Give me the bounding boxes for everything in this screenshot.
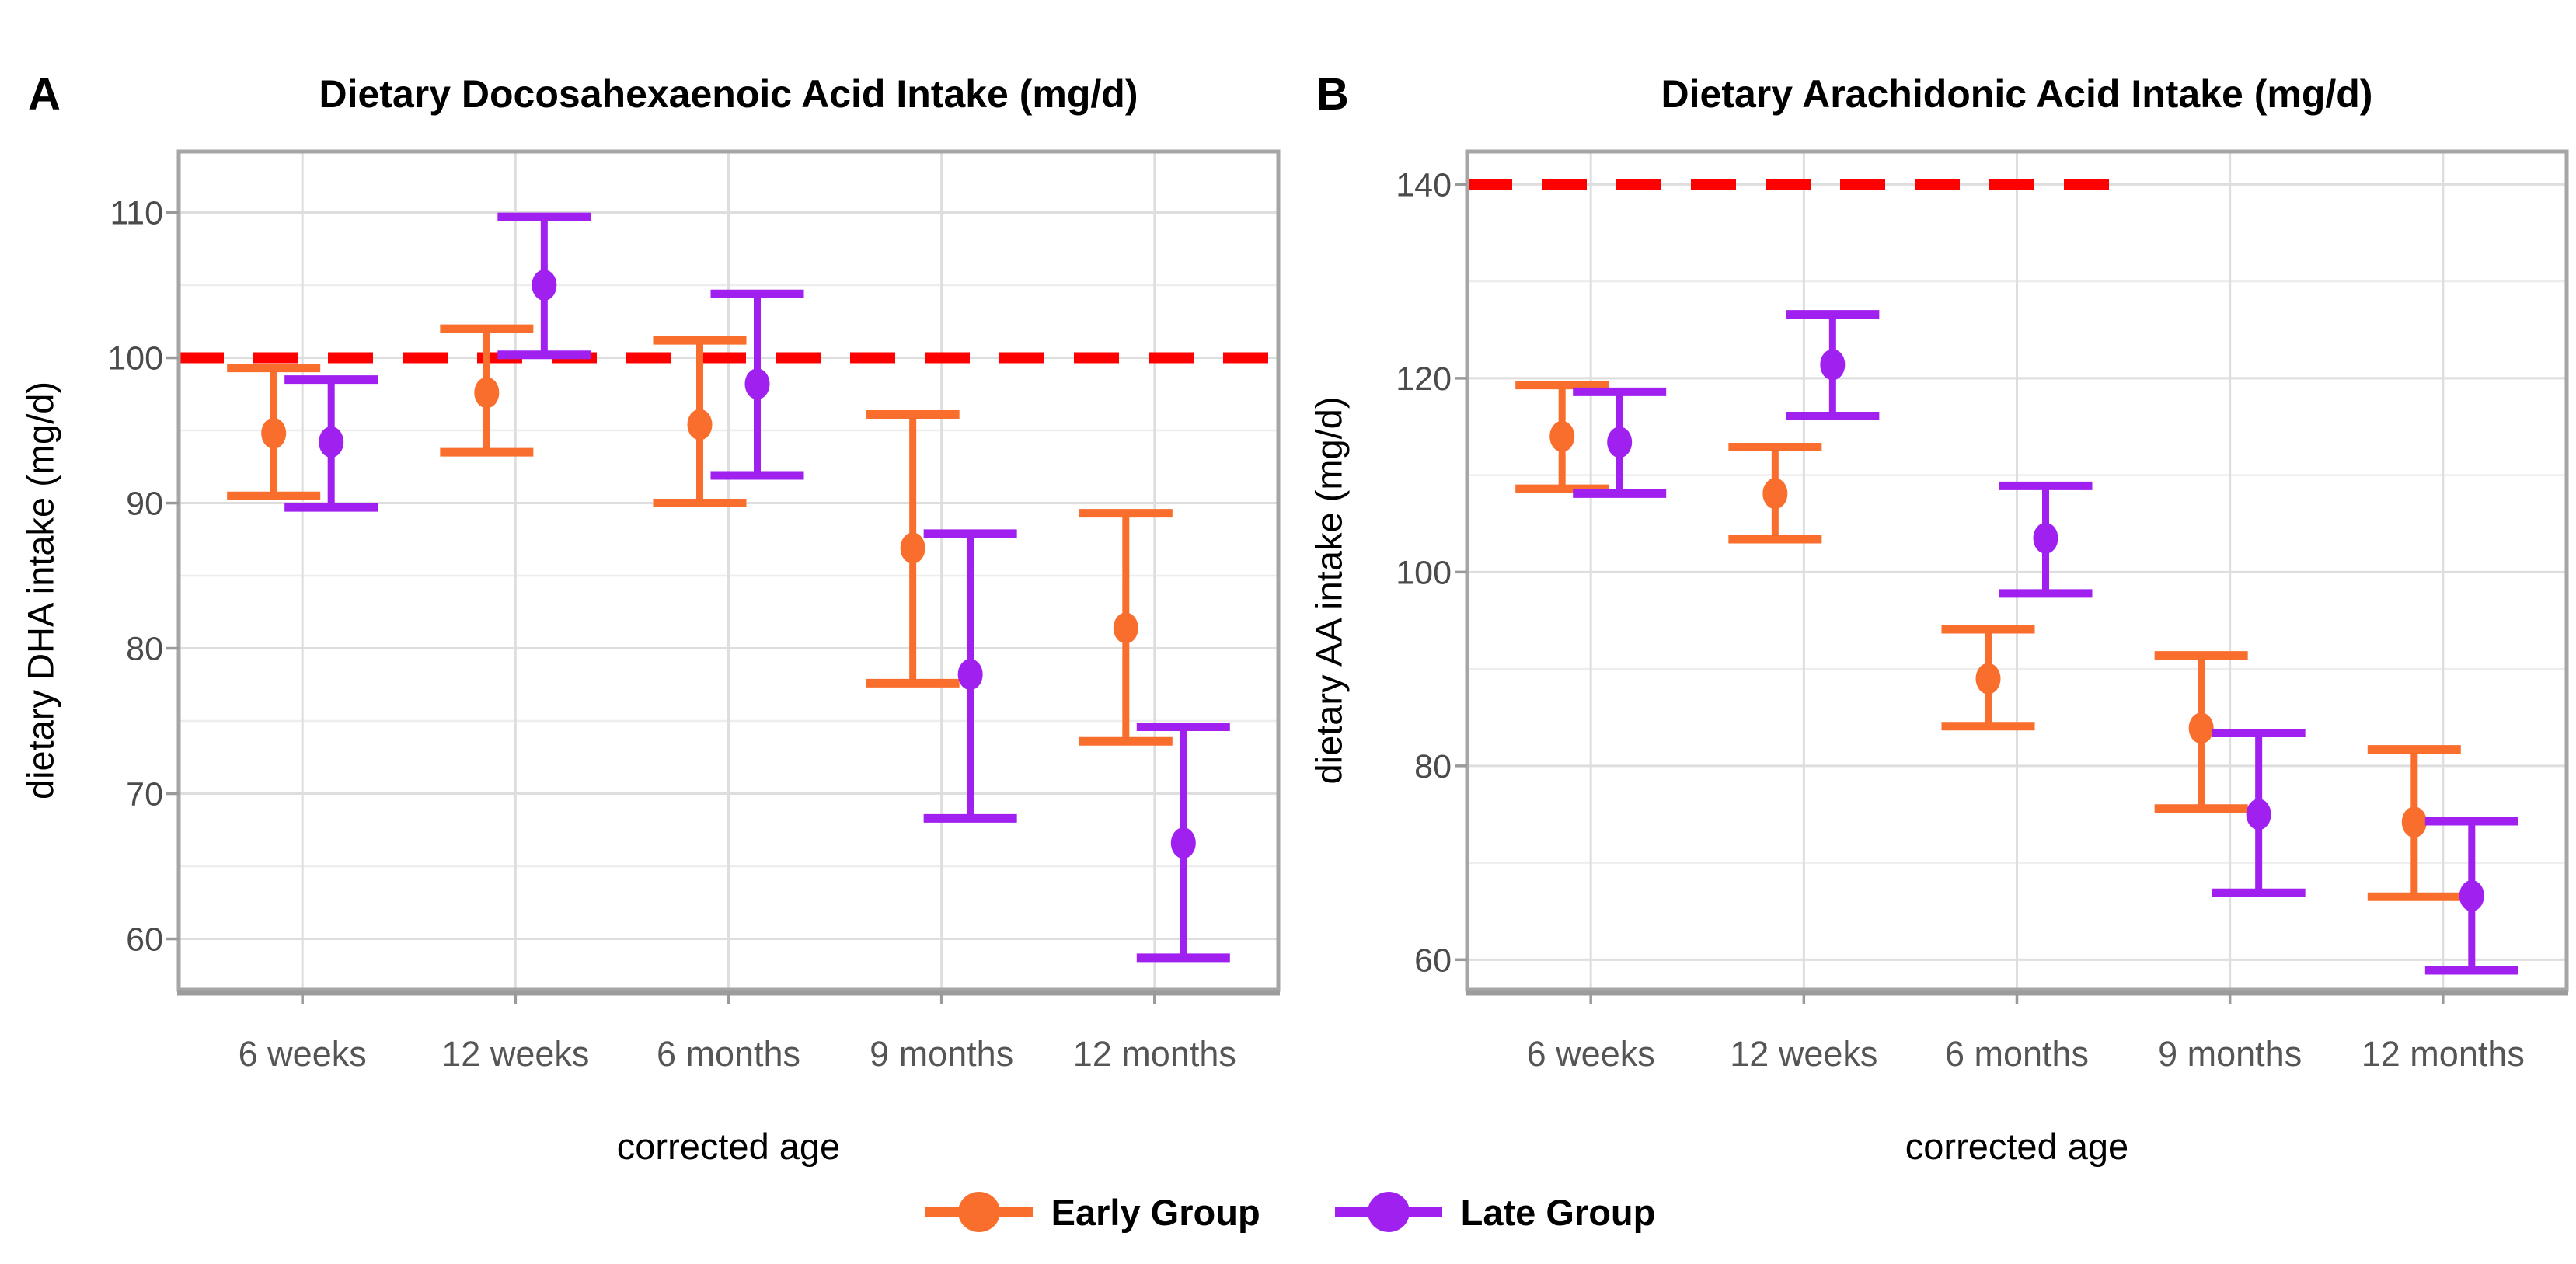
- mean-point-late-group-9-months: [957, 659, 983, 691]
- mean-point-early-group-9-months: [2188, 712, 2214, 744]
- panel-a-plot-area: 60 70 80 90 100 110 6 weeks 12 weeks 6 months 9 m…: [107, 149, 1281, 1074]
- mean-point-early-group-6-months: [1975, 663, 2001, 695]
- legend-item-early-group: Early Group: [921, 1187, 1260, 1237]
- mean-point-early-group-6-weeks: [261, 417, 287, 449]
- mean-point-early-group-9-months: [900, 532, 925, 564]
- mean-point-late-group-12-weeks: [1820, 349, 1846, 381]
- x-tick-label-12-months: 12 months: [2362, 1034, 2525, 1074]
- panel-a-y-axis-title: dietary DHA intake (mg/d): [19, 381, 61, 800]
- x-tick-label-12-months: 12 months: [1073, 1034, 1236, 1074]
- panel-border: [176, 149, 1281, 992]
- x-tick-label-12-weeks: 12 weeks: [1730, 1034, 1877, 1074]
- late-group-marker-dot: [1367, 1192, 1410, 1232]
- legend-item-late-group: Late Group: [1330, 1187, 1656, 1237]
- mean-point-late-group-6-months: [2033, 522, 2058, 554]
- panel-b-plot-area: 60 80 100 120 140 6 weeks 12 weeks 6 months 9 mo…: [1396, 149, 2569, 1074]
- y-tick-label-60: 60: [126, 921, 163, 959]
- y-tick-label-80: 80: [1414, 748, 1452, 785]
- late-group-marker-icon: [1334, 1192, 1442, 1232]
- x-tick-label-6-months: 6 months: [1945, 1034, 2089, 1074]
- y-tick-label-140: 140: [1396, 166, 1452, 204]
- panel-b-y-axis-title: dietary AA intake (mg/d): [1308, 396, 1350, 785]
- y-tick-label-100: 100: [1396, 554, 1452, 591]
- panel-a-x-axis-title: corrected age: [616, 1126, 841, 1167]
- mean-point-early-group-6-weeks: [1549, 420, 1575, 452]
- x-tick-label-6-weeks: 6 weeks: [1527, 1034, 1655, 1074]
- x-tick-label-9-months: 9 months: [870, 1034, 1013, 1074]
- mean-point-early-group-12-months: [2401, 806, 2427, 838]
- panel-b-title: Dietary Arachidonic Acid Intake (mg/d): [1661, 72, 2373, 116]
- mean-point-late-group-12-months: [2459, 880, 2484, 912]
- mean-point-late-group-12-weeks: [532, 270, 557, 301]
- y-tick-label-90: 90: [126, 486, 163, 523]
- early-group-marker-icon: [925, 1192, 1033, 1232]
- x-tick-label-6-months: 6 months: [657, 1034, 800, 1074]
- mean-point-early-group-6-months: [687, 409, 713, 440]
- y-tick-label-100: 100: [107, 340, 163, 378]
- mean-point-late-group-9-months: [2246, 799, 2271, 830]
- mean-point-late-group-6-weeks: [1607, 427, 1633, 458]
- early-group-marker-dot: [957, 1192, 1000, 1232]
- y-tick-label-60: 60: [1414, 942, 1452, 979]
- panel-b-letter: B: [1316, 69, 1349, 120]
- panel-a-letter: A: [28, 69, 61, 120]
- y-tick-label-120: 120: [1396, 360, 1452, 398]
- mean-point-early-group-12-months: [1113, 612, 1138, 644]
- legend-label-late-group: Late Group: [1460, 1191, 1656, 1233]
- y-tick-label-110: 110: [110, 195, 163, 232]
- panel-b: B Dietary Arachidonic Acid Intake (mg/d)…: [1288, 0, 2576, 1264]
- y-tick-label-70: 70: [126, 776, 163, 813]
- x-tick-label-12-weeks: 12 weeks: [441, 1034, 589, 1074]
- x-tick-label-6-weeks: 6 weeks: [239, 1034, 367, 1074]
- panel-border: [1465, 149, 2569, 992]
- legend: Early Group Late Group: [0, 1187, 2576, 1237]
- mean-point-late-group-12-months: [1170, 827, 1196, 859]
- legend-label-early-group: Early Group: [1051, 1191, 1260, 1233]
- y-tick-label-80: 80: [126, 631, 163, 668]
- mean-point-late-group-6-weeks: [319, 427, 344, 458]
- mean-point-early-group-12-weeks: [1762, 478, 1788, 510]
- panel-a-title: Dietary Docosahexaenoic Acid Intake (mg/…: [319, 72, 1138, 116]
- mean-point-early-group-12-weeks: [474, 377, 500, 409]
- mean-point-late-group-6-months: [744, 368, 770, 400]
- panel-b-x-axis-title: corrected age: [1905, 1126, 2129, 1167]
- panel-a: A Dietary Docosahexaenoic Acid Intake (m…: [19, 69, 1281, 1167]
- x-tick-label-9-months: 9 months: [2158, 1034, 2302, 1074]
